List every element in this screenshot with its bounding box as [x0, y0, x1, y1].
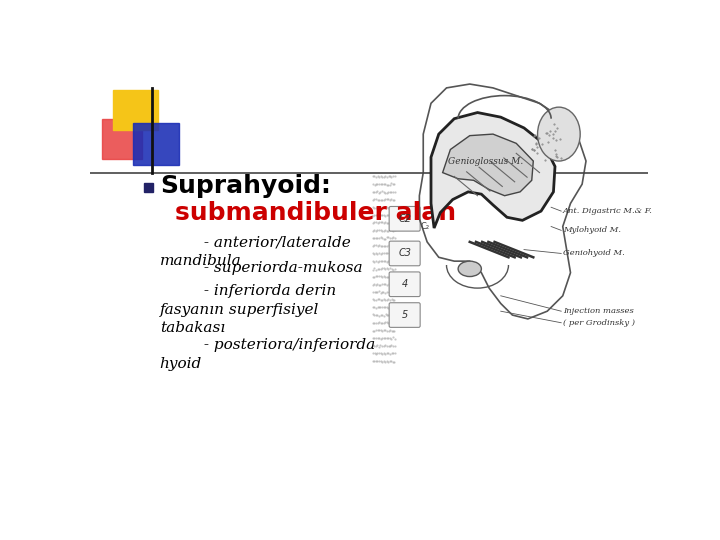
FancyBboxPatch shape	[389, 272, 420, 296]
Text: Genioglossus M.: Genioglossus M.	[448, 157, 523, 166]
Text: Ant. Digastric M.& F.: Ant. Digastric M.& F.	[563, 207, 652, 215]
Text: - inferiorda derin
fasyanın superfisiyel
tabakası: - inferiorda derin fasyanın superfisiyel…	[160, 284, 336, 335]
Text: C2: C2	[398, 214, 411, 224]
Text: - posteriora/inferiorda
hyoid: - posteriora/inferiorda hyoid	[160, 338, 375, 370]
Text: 4: 4	[402, 279, 408, 289]
Text: Suprahyoid:: Suprahyoid:	[160, 174, 330, 199]
Text: Mylohyoid M.: Mylohyoid M.	[563, 226, 621, 234]
Text: Geniohyoid M.: Geniohyoid M.	[563, 249, 624, 258]
Text: Injection masses: Injection masses	[563, 307, 634, 315]
Text: ( per Grodinsky ): ( per Grodinsky )	[563, 319, 635, 327]
Text: submandibuler alan: submandibuler alan	[175, 201, 456, 225]
Bar	[102, 119, 142, 159]
Ellipse shape	[538, 107, 580, 161]
Text: C₂: C₂	[420, 222, 429, 231]
Polygon shape	[443, 134, 534, 195]
Text: - anterior/lateralde
mandibula: - anterior/lateralde mandibula	[160, 236, 351, 268]
Polygon shape	[431, 112, 555, 228]
Text: 5: 5	[402, 310, 408, 320]
Bar	[113, 90, 158, 130]
Bar	[144, 184, 153, 192]
FancyBboxPatch shape	[389, 303, 420, 327]
FancyBboxPatch shape	[389, 241, 420, 266]
Ellipse shape	[458, 261, 482, 276]
FancyBboxPatch shape	[389, 206, 420, 231]
Text: C3: C3	[398, 248, 411, 259]
Text: - superiorda-mukosa: - superiorda-mukosa	[160, 261, 362, 275]
Bar	[132, 123, 179, 165]
